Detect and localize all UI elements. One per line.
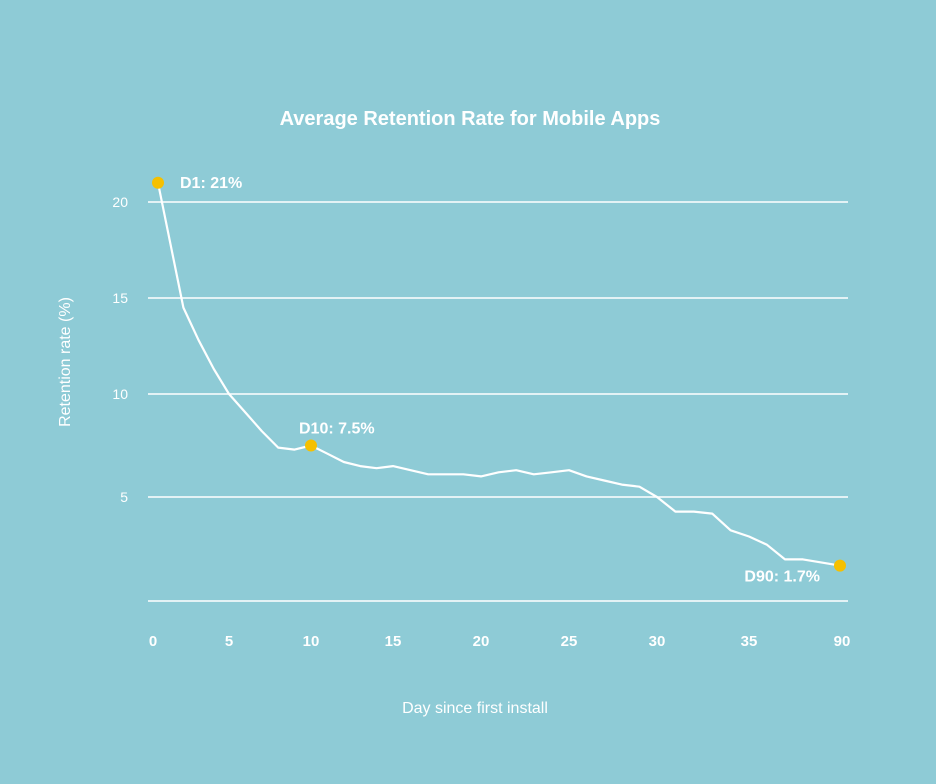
gridlines — [148, 201, 848, 602]
retention-series-line — [156, 182, 841, 567]
x-tick-0: 0 — [149, 633, 157, 650]
highlight-label: D90: 1.7% — [744, 569, 820, 586]
y-axis-label: Retention rate (%) — [57, 297, 74, 427]
y-tick-5: 5 — [120, 489, 128, 505]
chart-title: Average Retention Rate for Mobile Apps — [280, 108, 661, 130]
highlight-marker — [152, 176, 164, 189]
x-tick-90: 90 — [834, 633, 851, 650]
y-tick-10: 10 — [112, 386, 128, 402]
x-tick-30: 30 — [649, 633, 666, 650]
x-tick-35: 35 — [741, 633, 758, 650]
y-tick-20: 20 — [112, 194, 128, 210]
x-tick-25: 25 — [561, 633, 578, 650]
highlight-marker — [305, 439, 317, 452]
highlight-labels: D1: 21% D10: 7.5% D90: 1.7% — [180, 175, 820, 586]
y-tick-labels: 5 10 15 20 — [112, 194, 128, 505]
y-tick-15: 15 — [112, 290, 128, 306]
x-tick-15: 15 — [385, 633, 402, 650]
x-tick-5: 5 — [225, 633, 233, 650]
x-tick-labels: 0 5 10 15 20 25 30 35 90 — [149, 633, 851, 650]
x-tick-10: 10 — [303, 633, 320, 650]
highlight-label: D10: 7.5% — [299, 421, 375, 438]
highlight-label: D1: 21% — [180, 175, 242, 192]
highlight-marker — [834, 559, 846, 572]
highlight-markers — [152, 176, 846, 572]
x-tick-20: 20 — [473, 633, 490, 650]
x-axis-label: Day since first install — [402, 700, 548, 717]
